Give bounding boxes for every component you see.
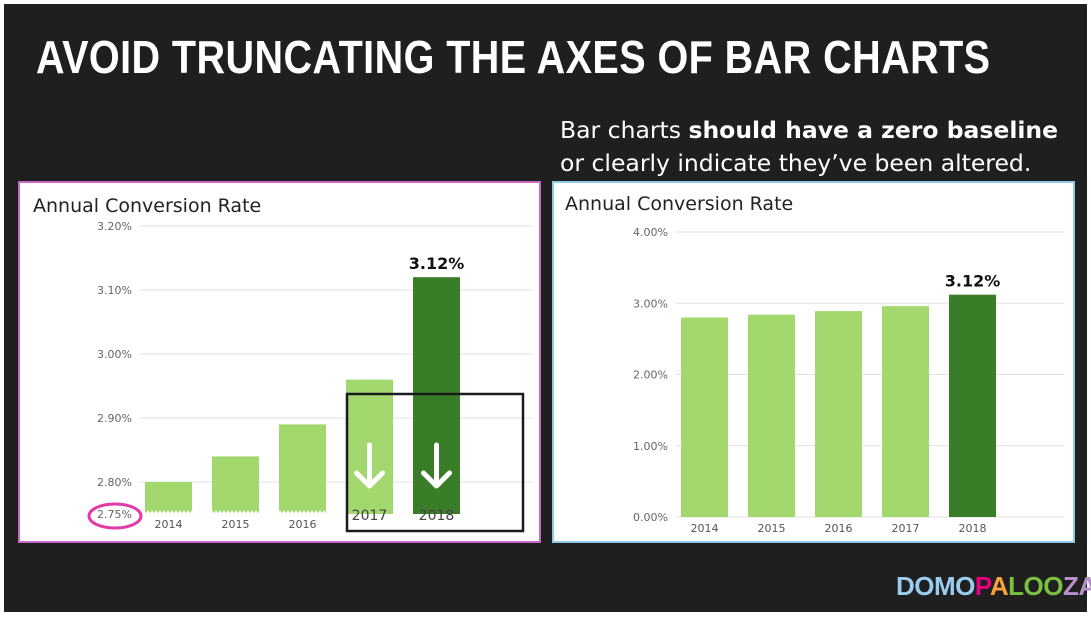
y-tick-label: 2.75% — [97, 508, 132, 521]
x-tick-label: 2017 — [352, 508, 388, 524]
y-tick-label: 3.00% — [97, 348, 132, 361]
chart-title-right: Annual Conversion Rate — [565, 193, 794, 215]
x-tick-label: 2015 — [758, 522, 786, 535]
x-tick-label: 2016 — [289, 518, 317, 531]
highlight-box — [345, 392, 525, 533]
bar — [212, 456, 259, 514]
bar — [949, 294, 996, 517]
bar — [145, 482, 192, 514]
bar — [882, 306, 929, 517]
y-tick-label: 4.00% — [633, 226, 668, 239]
slide-title: AVOID TRUNCATING THE AXES OF BAR CHARTS — [36, 31, 991, 83]
bar — [681, 317, 728, 517]
truncated-chart-panel: Annual Conversion Rate 2.75% 2.80% 2.90% 3.… — [18, 181, 541, 543]
x-tick-label: 2017 — [892, 522, 920, 535]
bar — [815, 311, 862, 517]
bar-value-label: 3.12% — [409, 254, 465, 273]
x-tick-label: 2014 — [691, 522, 719, 535]
baseline-circle-highlight — [87, 502, 143, 530]
subtitle-text-1: Bar charts — [560, 116, 689, 144]
bar-value-label: 3.12% — [945, 272, 1001, 291]
down-arrow-icon — [421, 470, 452, 489]
down-arrow-icon — [354, 470, 385, 489]
zero-baseline-chart-panel: Annual Conversion Rate 0.00% 1.00% 2.00% 3.… — [552, 181, 1075, 543]
zero-baseline-bar-chart: 0.00% 1.00% 2.00% 3.00% 4.00% 2014 2015 2016 201… — [633, 226, 1064, 535]
y-tick-label: 3.10% — [97, 284, 132, 297]
x-tick-label: 2018 — [419, 508, 455, 524]
broken-axis-edge — [139, 510, 329, 517]
y-tick-label: 2.90% — [97, 412, 132, 425]
y-tick-label: 2.80% — [97, 476, 132, 489]
y-tick-label: 3.00% — [633, 297, 668, 310]
y-tick-label: 1.00% — [633, 440, 668, 453]
bar — [279, 424, 326, 514]
subtitle-emphasis: should have a zero baseline — [688, 116, 1059, 144]
chart-title-left: Annual Conversion Rate — [33, 195, 262, 217]
y-tick-label: 3.20% — [97, 220, 132, 233]
truncated-bar-chart: 2.75% 2.80% 2.90% 3.00% 3.10% 3.20% 2014 2015 20… — [87, 220, 532, 533]
x-tick-label: 2016 — [825, 522, 853, 535]
x-tick-label: 2015 — [222, 518, 250, 531]
y-tick-label: 2.00% — [633, 369, 668, 382]
x-tick-label: 2018 — [959, 522, 987, 535]
x-tick-label: 2014 — [155, 518, 183, 531]
subtitle-text-2: or clearly indicate they’ve been altered… — [560, 149, 1032, 177]
slide-subtitle: Bar charts should have a zero baseline o… — [560, 114, 1080, 180]
domopalooza-logo: DOMOPALOOZA — [896, 571, 1091, 601]
bar — [748, 314, 795, 517]
y-tick-label: 0.00% — [633, 511, 668, 524]
